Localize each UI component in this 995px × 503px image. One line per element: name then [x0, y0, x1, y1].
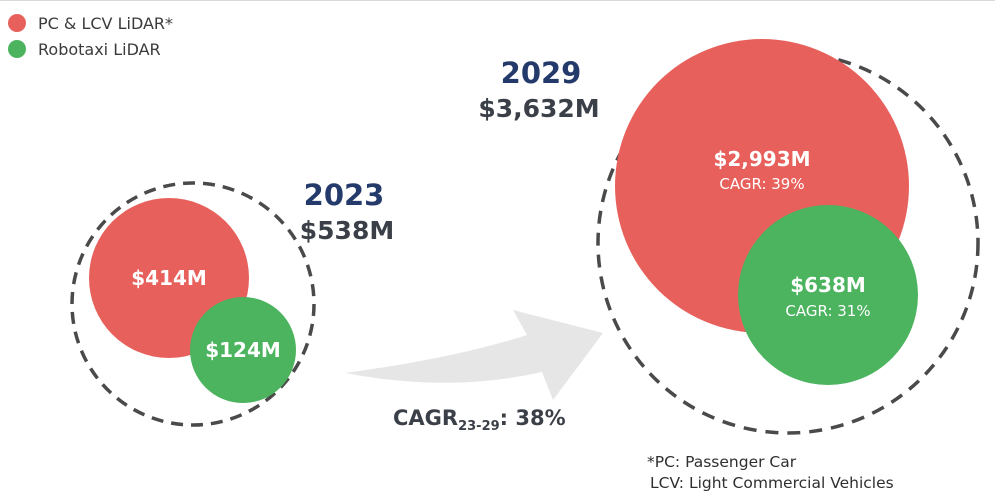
total-circle-2023 [70, 181, 316, 427]
cagr-label-2029-robotaxi: CAGR: 31% [785, 302, 870, 320]
value-label-2029-pc-lcv: $2,993M [713, 147, 810, 171]
legend-item-robotaxi: Robotaxi LiDAR [8, 36, 173, 62]
legend-swatch-pc-lcv [8, 14, 26, 32]
year-label-2029: 2029 [501, 56, 582, 90]
value-label-2023-pc-lcv: $414M [131, 266, 207, 290]
overall-cagr-prefix: CAGR [393, 406, 459, 430]
legend: PC & LCV LiDAR* Robotaxi LiDAR [8, 10, 173, 62]
total-label-2029: $3,632M [478, 94, 599, 123]
bubble-2023-robotaxi [190, 297, 296, 403]
legend-item-pc-lcv: PC & LCV LiDAR* [8, 10, 173, 36]
overall-cagr-period: 23-29 [458, 419, 500, 434]
overall-cagr-value: : 38% [499, 406, 566, 430]
legend-swatch-robotaxi [8, 40, 26, 58]
growth-arrow [345, 310, 603, 400]
top-divider [0, 0, 995, 1]
bubble-2029-robotaxi [738, 205, 918, 385]
cagr-label-2029-pc-lcv: CAGR: 39% [719, 175, 804, 193]
legend-label-pc-lcv: PC & LCV LiDAR* [38, 13, 174, 33]
total-label-2023: $538M [300, 216, 394, 245]
year-label-2023: 2023 [304, 178, 385, 212]
total-circle-2029 [596, 51, 980, 435]
value-label-2029-robotaxi: $638M [790, 273, 866, 297]
value-label-2023-robotaxi: $124M [205, 338, 281, 362]
legend-label-robotaxi: Robotaxi LiDAR [38, 39, 161, 59]
overall-cagr-label: CAGR23-29: 38% [393, 406, 566, 434]
footnote-line-1: *PC: Passenger Car [647, 453, 797, 471]
footnote-line-2: LCV: Light Commercial Vehicles [650, 474, 894, 492]
